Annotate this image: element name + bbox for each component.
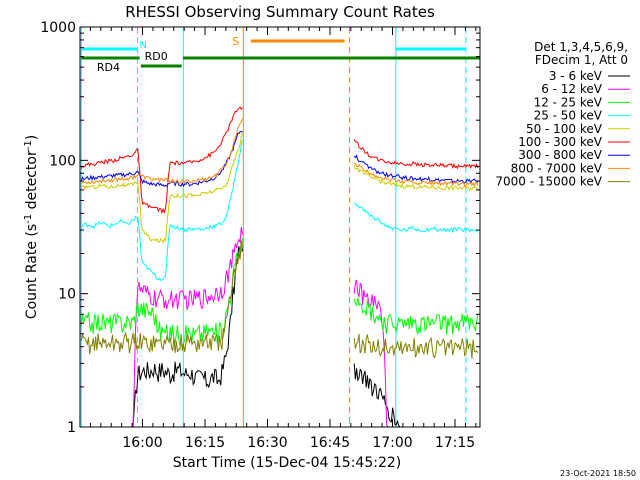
legend-label: 25 - 50 keV xyxy=(534,109,603,123)
rd4-label: RD4 xyxy=(97,61,120,74)
axes: 1 10 100 1000 16:00 16:15 16:30 16:45 17:00 17:15 xyxy=(40,20,480,451)
series-line-8 xyxy=(80,240,243,355)
x-tick-label: 16:15 xyxy=(185,435,225,451)
x-tick-label: 16:00 xyxy=(122,435,162,451)
legend-header-line-1: Det 1,3,4,5,6,9, xyxy=(534,40,628,54)
y-tick-label: 1000 xyxy=(40,20,76,36)
series-line-1 xyxy=(353,279,478,428)
x-axis-label: Start Time (15-Dec-04 15:45:22) xyxy=(173,455,401,471)
legend-label: 50 - 100 keV xyxy=(526,122,603,136)
series-line-2 xyxy=(353,297,479,336)
chart-title: RHESSI Observing Summary Count Rates xyxy=(125,3,435,21)
legend-label: 800 - 7000 keV xyxy=(511,161,603,175)
y-tick-label: 1 xyxy=(67,420,76,436)
saa-label: S xyxy=(232,35,239,48)
y-axis-label: Count Rate (s-1 detector-1) xyxy=(23,135,40,319)
legend-label: 7000 - 15000 keV xyxy=(495,175,602,189)
legend-label: 100 - 300 keV xyxy=(518,135,602,149)
x-tick-label: 17:00 xyxy=(372,435,412,451)
series-line-0 xyxy=(353,363,478,428)
x-tick-label: 17:15 xyxy=(435,435,475,451)
plot-frame xyxy=(79,26,481,428)
series-layer xyxy=(80,106,479,428)
series-line-5 xyxy=(80,106,243,215)
series-line-4 xyxy=(353,165,479,192)
series-line-4 xyxy=(81,131,243,244)
series-line-5 xyxy=(353,138,479,170)
legend-label: 6 - 12 keV xyxy=(541,82,603,96)
legend: Det 1,3,4,5,6,9, FDecim 1, Att 0 3 - 6 k… xyxy=(495,40,630,189)
series-line-7 xyxy=(354,163,479,188)
rd0-label: RD0 xyxy=(145,50,168,63)
y-tick-label: 10 xyxy=(58,287,76,303)
legend-header-line-2: FDecim 1, Att 0 xyxy=(535,53,628,67)
series-line-2 xyxy=(80,238,243,348)
series-line-7 xyxy=(81,118,243,185)
y-tick-label: 100 xyxy=(49,153,76,169)
x-tick-label: 16:30 xyxy=(247,435,287,451)
legend-label: 12 - 25 keV xyxy=(534,95,603,109)
legend-label: 300 - 800 keV xyxy=(518,148,602,162)
generation-timestamp: 23-Oct-2021 18:50 xyxy=(560,469,636,478)
series-line-6 xyxy=(80,130,243,188)
series-line-3 xyxy=(354,202,479,234)
night-marker-label: N xyxy=(140,40,147,51)
series-line-6 xyxy=(353,154,479,184)
legend-label: 3 - 6 keV xyxy=(549,69,603,83)
series-line-0 xyxy=(81,240,243,428)
x-tick-label: 16:45 xyxy=(310,435,350,451)
series-line-3 xyxy=(81,139,243,282)
series-line-8 xyxy=(353,333,479,359)
